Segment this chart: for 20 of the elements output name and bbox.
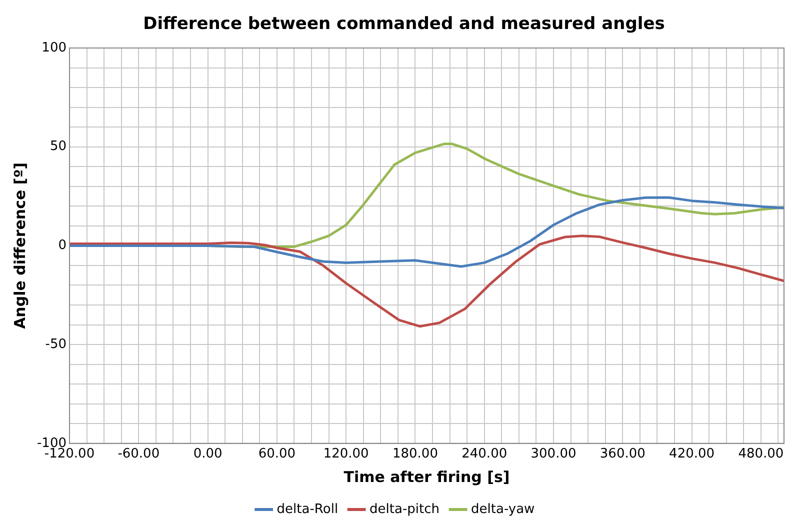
legend-label: delta-Roll	[276, 502, 338, 517]
y-tick-label: -50	[45, 336, 67, 352]
x-tick-label: 300.00	[530, 446, 576, 462]
x-tick-label: 360.00	[600, 446, 646, 462]
legend-label: delta-yaw	[471, 502, 536, 517]
x-tick-label: 0.00	[193, 446, 222, 462]
chart-title: Difference between commanded and measured angles	[142, 14, 666, 34]
x-tick-label: 60.00	[258, 446, 296, 462]
x-tick-label: 180.00	[392, 446, 438, 462]
x-axis-title: Time after firing [s]	[344, 468, 510, 486]
x-tick-label: -60.00	[118, 446, 160, 462]
y-tick-label: 100	[42, 40, 67, 56]
x-tick-label: 420.00	[669, 446, 715, 462]
y-tick-label: 50	[50, 139, 67, 154]
x-tick-label: 480.00	[738, 446, 784, 462]
y-axis-title: Angle difference [º]	[10, 162, 29, 329]
y-tick-label: 0	[58, 238, 67, 254]
x-tick-label: 240.00	[462, 446, 508, 462]
legend-label: delta-pitch	[370, 502, 440, 517]
x-tick-label: 120.00	[323, 446, 369, 462]
